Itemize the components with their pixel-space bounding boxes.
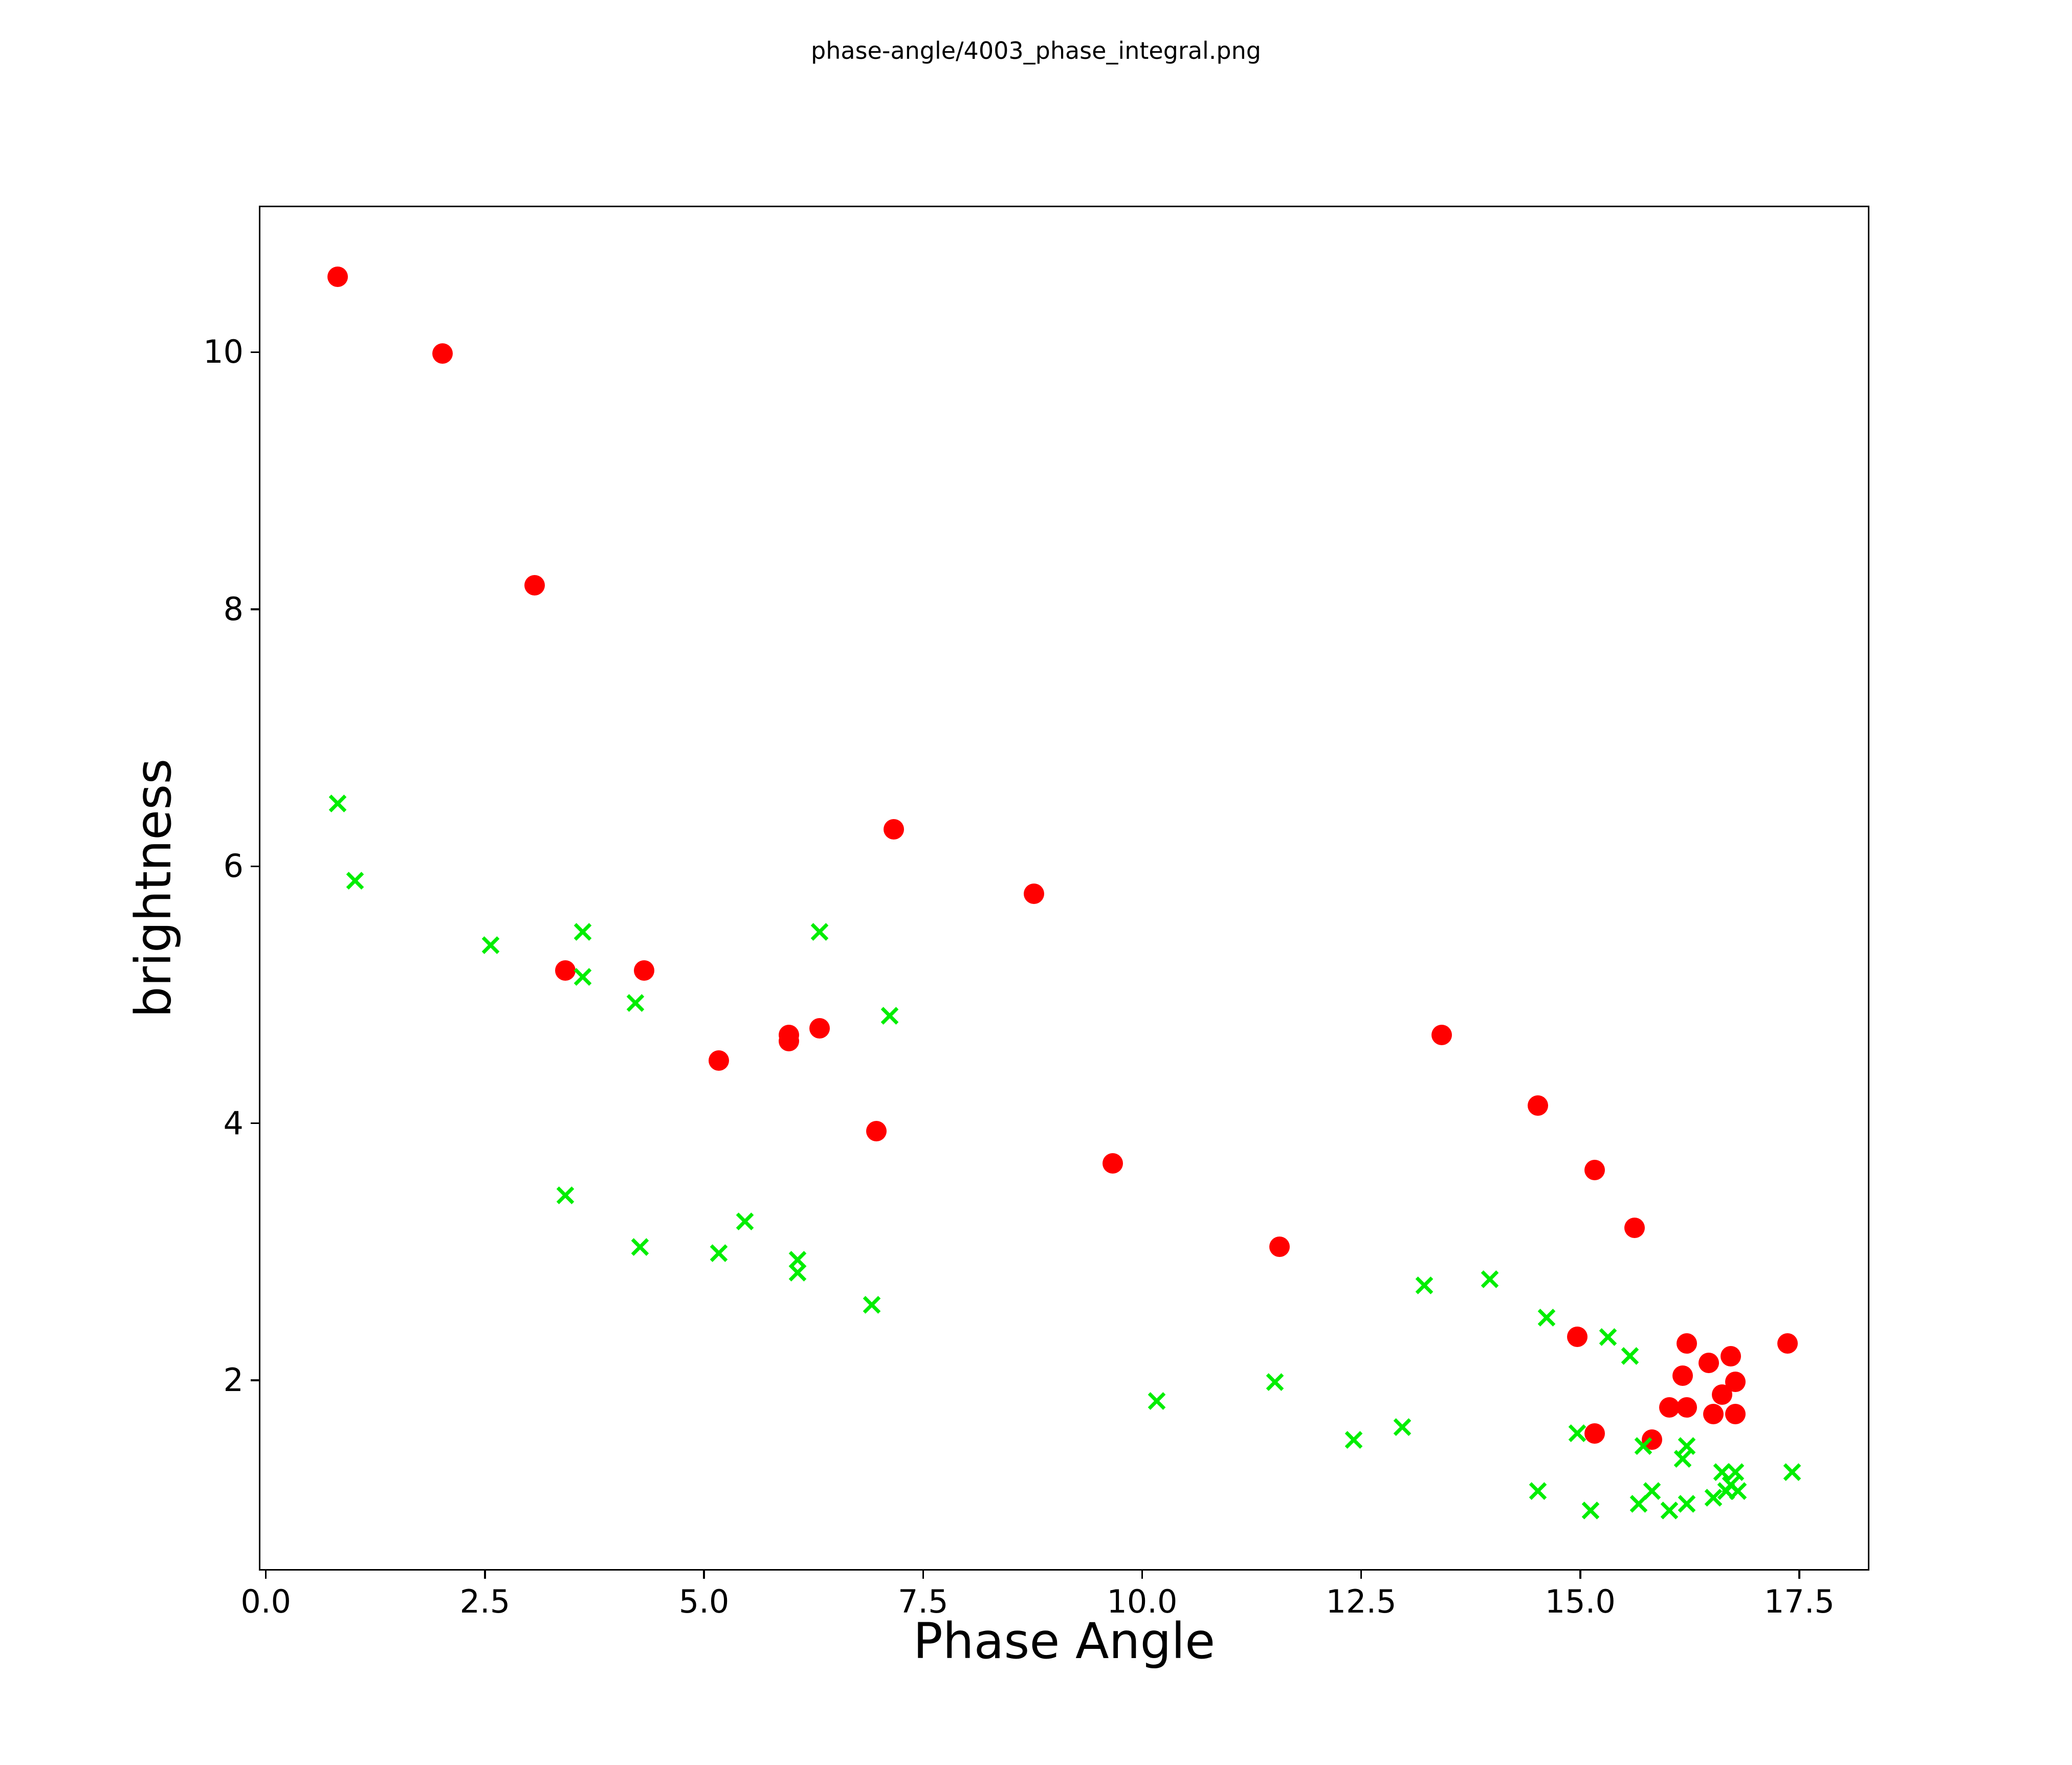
data-point-red-circles xyxy=(1677,1333,1698,1354)
data-point-green-crosses xyxy=(1149,1394,1164,1409)
data-point-green-crosses xyxy=(1539,1310,1554,1326)
y-axis-label: brightness xyxy=(125,758,182,1018)
data-point-green-crosses xyxy=(737,1214,753,1229)
data-point-red-circles xyxy=(555,960,576,981)
data-point-red-circles xyxy=(524,575,545,595)
data-point-green-crosses xyxy=(347,873,363,888)
chart-title: phase-angle/4003_phase_integral.png xyxy=(811,37,1261,64)
data-point-red-circles xyxy=(1725,1403,1746,1424)
data-point-green-crosses xyxy=(483,937,498,953)
data-point-red-circles xyxy=(432,343,453,364)
data-point-green-crosses xyxy=(575,924,590,940)
data-point-red-circles xyxy=(1703,1403,1724,1424)
x-tick xyxy=(1798,1571,1800,1579)
data-point-green-crosses xyxy=(1679,1496,1694,1512)
y-tick xyxy=(251,351,259,354)
x-tick xyxy=(1579,1571,1581,1579)
data-point-green-crosses xyxy=(1570,1426,1585,1441)
data-point-red-circles xyxy=(1659,1397,1680,1418)
data-point-green-crosses xyxy=(1583,1503,1598,1518)
data-point-red-circles xyxy=(1777,1333,1798,1354)
data-point-green-crosses xyxy=(882,1008,897,1023)
x-tick-label: 5.0 xyxy=(678,1583,730,1620)
data-point-red-circles xyxy=(1269,1237,1290,1257)
data-point-red-circles xyxy=(809,1018,830,1039)
data-point-red-circles xyxy=(866,1121,887,1142)
y-tick xyxy=(251,865,259,868)
x-axis-label: Phase Angle xyxy=(913,1613,1216,1670)
data-point-red-circles xyxy=(634,960,655,981)
data-point-green-crosses xyxy=(632,1239,648,1254)
x-tick-label: 15.0 xyxy=(1545,1583,1616,1620)
data-point-red-circles xyxy=(778,1031,799,1052)
y-tick-label: 10 xyxy=(203,333,244,371)
data-point-red-circles xyxy=(1720,1345,1741,1366)
data-point-green-crosses xyxy=(1346,1432,1361,1447)
data-point-green-crosses xyxy=(330,796,345,811)
x-tick-label: 7.5 xyxy=(897,1583,949,1620)
x-tick-label: 2.5 xyxy=(459,1583,511,1620)
y-tick-label: 6 xyxy=(223,847,244,885)
y-tick xyxy=(251,1379,259,1381)
data-point-green-crosses xyxy=(558,1188,573,1203)
data-point-green-crosses xyxy=(1662,1503,1677,1518)
data-point-red-circles xyxy=(1584,1159,1605,1180)
y-tick-label: 2 xyxy=(223,1361,244,1399)
x-tick-label: 17.5 xyxy=(1764,1583,1835,1620)
x-tick-label: 10.0 xyxy=(1107,1583,1178,1620)
data-point-green-crosses xyxy=(628,995,643,1010)
data-point-red-circles xyxy=(1672,1365,1693,1386)
x-tick xyxy=(922,1571,924,1579)
data-point-green-crosses xyxy=(1730,1484,1746,1499)
data-point-green-crosses xyxy=(575,969,590,985)
data-point-green-crosses xyxy=(711,1246,726,1261)
data-point-red-circles xyxy=(1567,1327,1588,1348)
x-tick xyxy=(264,1571,267,1579)
data-point-green-crosses xyxy=(1600,1329,1616,1344)
x-tick xyxy=(1360,1571,1362,1579)
data-point-red-circles xyxy=(1431,1024,1452,1045)
x-tick-label: 0.0 xyxy=(240,1583,291,1620)
data-point-red-circles xyxy=(1103,1153,1123,1174)
data-point-green-crosses xyxy=(1482,1271,1497,1287)
data-point-green-crosses xyxy=(1622,1349,1638,1364)
y-tick-label: 8 xyxy=(223,590,244,628)
data-point-red-circles xyxy=(1528,1095,1549,1116)
data-point-green-crosses xyxy=(1636,1439,1651,1454)
data-point-green-crosses xyxy=(1679,1439,1694,1454)
data-point-green-crosses xyxy=(1417,1278,1432,1293)
data-point-green-crosses xyxy=(790,1265,805,1281)
y-tick xyxy=(251,1122,259,1124)
x-tick xyxy=(703,1571,705,1579)
data-point-green-crosses xyxy=(1784,1464,1800,1480)
y-tick xyxy=(251,608,259,610)
data-point-green-crosses xyxy=(1530,1484,1546,1499)
data-point-red-circles xyxy=(1584,1423,1605,1444)
plot-area xyxy=(259,206,1869,1571)
data-point-green-crosses xyxy=(1644,1484,1660,1499)
data-point-red-circles xyxy=(1725,1372,1746,1393)
data-point-green-crosses xyxy=(1267,1374,1283,1389)
data-point-red-circles xyxy=(1024,883,1045,904)
data-point-red-circles xyxy=(327,266,348,287)
data-point-green-crosses xyxy=(1395,1419,1410,1435)
x-tick-label: 12.5 xyxy=(1326,1583,1397,1620)
data-point-red-circles xyxy=(1699,1352,1720,1373)
data-point-red-circles xyxy=(1677,1397,1698,1418)
x-tick xyxy=(484,1571,486,1579)
y-tick-label: 4 xyxy=(223,1104,244,1142)
x-tick xyxy=(1141,1571,1143,1579)
data-point-red-circles xyxy=(884,819,905,840)
data-point-red-circles xyxy=(708,1050,729,1071)
data-point-red-circles xyxy=(1624,1217,1645,1238)
data-point-green-crosses xyxy=(864,1297,879,1312)
data-point-green-crosses xyxy=(812,924,827,940)
